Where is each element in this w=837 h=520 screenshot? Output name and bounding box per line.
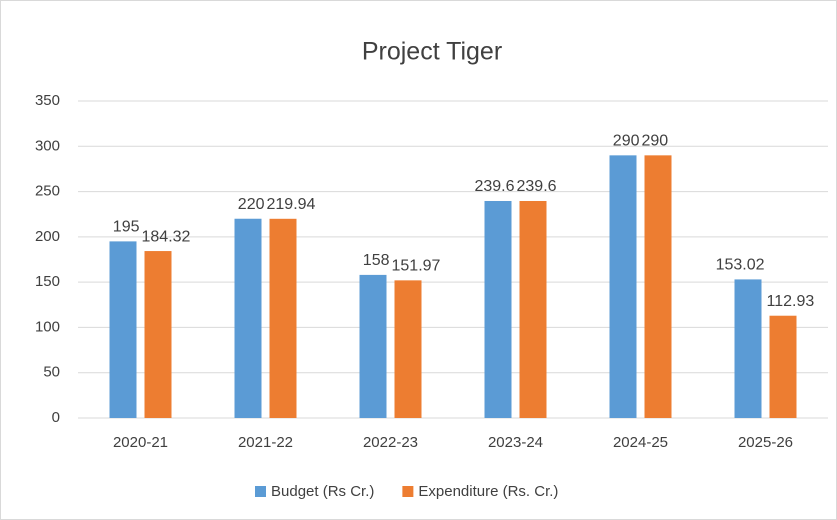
- legend-label: Expenditure (Rs. Cr.): [418, 483, 558, 500]
- x-tick-label: 2020-21: [113, 434, 168, 451]
- bar: [269, 218, 297, 418]
- data-label: 153.02: [716, 257, 765, 274]
- bar: [644, 155, 672, 419]
- bar: [484, 200, 512, 418]
- y-tick-label: 100: [35, 318, 60, 335]
- y-tick-label: 50: [43, 364, 60, 381]
- y-tick-label: 150: [35, 273, 60, 290]
- y-tick-label: 0: [52, 409, 60, 426]
- data-label: 151.97: [392, 258, 441, 275]
- data-label: 219.94: [267, 196, 316, 213]
- y-tick-label: 200: [35, 228, 60, 245]
- x-tick-label: 2021-22: [238, 434, 293, 451]
- data-label: 290: [642, 133, 669, 150]
- legend-swatch: [402, 486, 414, 497]
- data-label: 158: [363, 252, 390, 269]
- y-tick-label: 250: [35, 183, 60, 200]
- bar: [144, 251, 172, 418]
- legend-label: Budget (Rs Cr.): [271, 483, 374, 500]
- data-label: 239.6: [517, 178, 557, 195]
- data-label: 184.32: [142, 228, 191, 245]
- x-tick-label: 2025-26: [738, 434, 793, 451]
- bar: [109, 241, 137, 418]
- bar: [519, 200, 547, 418]
- bar: [234, 218, 262, 418]
- bar: [359, 274, 387, 418]
- data-label: 195: [113, 219, 140, 236]
- data-label: 220: [238, 196, 265, 213]
- y-tick-label: 300: [35, 137, 60, 154]
- data-label: 112.93: [767, 293, 815, 310]
- x-tick-label: 2022-23: [363, 434, 418, 451]
- data-label: 239.6: [474, 178, 514, 195]
- chart-title: Project Tiger: [362, 38, 502, 66]
- data-label: 290: [613, 133, 640, 150]
- bar: [734, 279, 762, 418]
- x-tick-label: 2023-24: [488, 434, 543, 451]
- bar: [769, 315, 797, 418]
- bar: [394, 280, 422, 418]
- bar: [609, 155, 637, 419]
- legend-swatch: [255, 486, 266, 497]
- y-tick-label: 350: [35, 92, 60, 109]
- x-tick-label: 2024-25: [613, 434, 668, 451]
